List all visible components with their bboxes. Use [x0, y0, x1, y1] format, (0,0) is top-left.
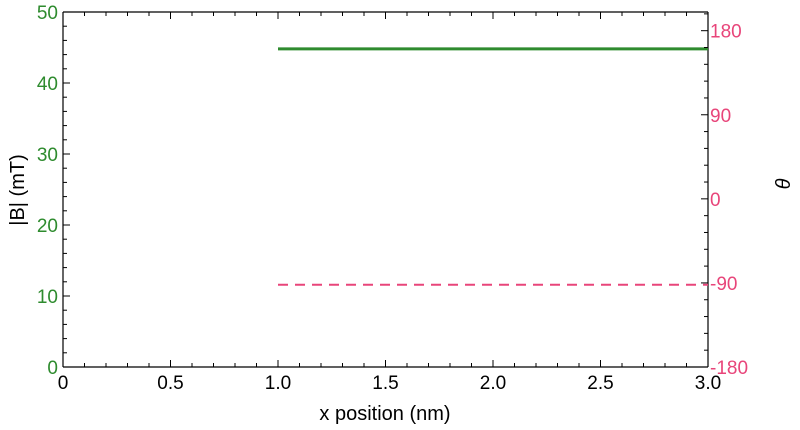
series-layer	[278, 47, 708, 286]
y-left-tick-label: 50	[37, 3, 58, 24]
y-right-tick-label: -180	[710, 358, 748, 379]
x-tick-label: 3.0	[695, 373, 721, 394]
y-left-tick-label: 40	[37, 74, 58, 95]
y-right-tick-label: 180	[710, 22, 742, 43]
y-left-tick-label: 20	[37, 216, 58, 237]
y-right-axis-label: θ	[773, 178, 795, 189]
x-tick-label: 1.5	[372, 373, 398, 394]
x-tick-label: 2.0	[480, 373, 506, 394]
y-left-axis-label: |B| (mT)	[7, 154, 29, 225]
y-right-tick-label: -90	[710, 274, 737, 295]
y-left-axis-ticks: 0 10 20 30 40 50	[37, 3, 70, 379]
y-right-axis-ticks: -180 -90 0 90 180	[701, 13, 748, 379]
y-right-tick-label: 0	[710, 190, 721, 211]
y-left-tick-label: 0	[47, 358, 58, 379]
plot-frame	[62, 11, 709, 368]
y-right-tick-label: 90	[710, 106, 731, 127]
x-tick-label: 1.0	[265, 373, 291, 394]
y-left-tick-label: 30	[37, 145, 58, 166]
x-tick-label: 0	[58, 373, 69, 394]
x-tick-label: 0.5	[157, 373, 183, 394]
x-axis-ticks: 0 0.5 1.0 1.5 2.0 2.5 3.0	[58, 12, 721, 394]
x-tick-label: 2.5	[587, 373, 613, 394]
x-axis-label: x position (nm)	[319, 403, 450, 425]
y-left-tick-label: 10	[37, 287, 58, 308]
